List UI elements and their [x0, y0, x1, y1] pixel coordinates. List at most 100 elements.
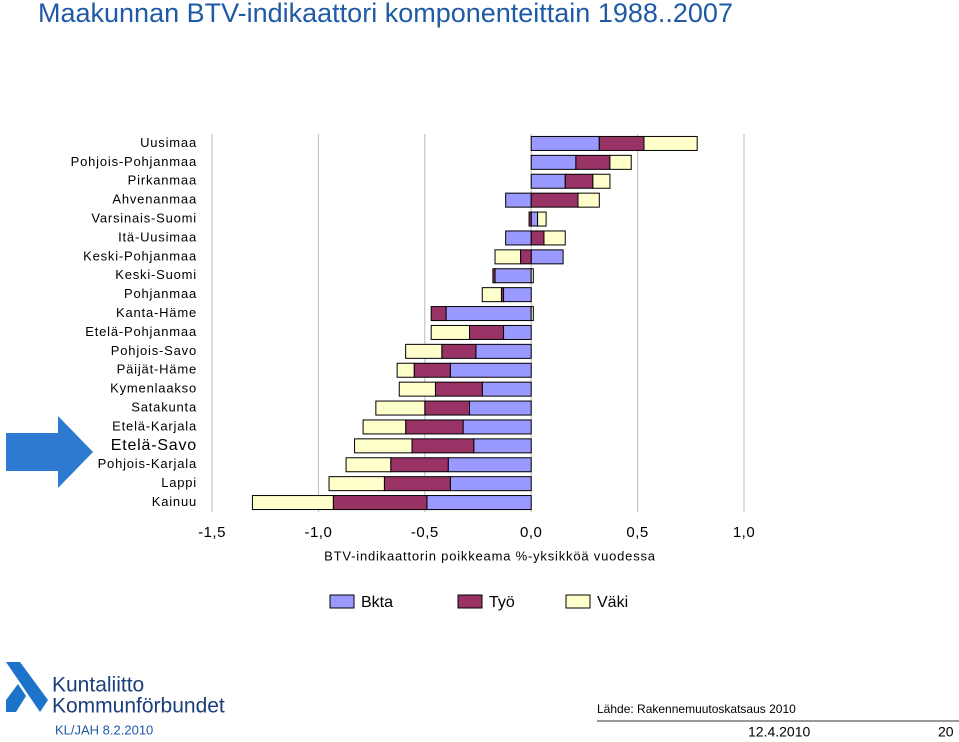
bar-segment — [362, 419, 407, 435]
bar-segment — [530, 306, 534, 322]
x-tick-label: 0,0 — [520, 524, 542, 541]
y-tick-label: Päijät-Häme — [117, 362, 197, 377]
y-tick-label: Kymenlaakso — [110, 381, 197, 396]
bar-segment — [564, 173, 594, 189]
bar-segment — [328, 476, 385, 492]
bar-segment — [592, 173, 611, 189]
y-tick-label: Pohjois-Savo — [111, 343, 197, 358]
bar-segment — [390, 457, 449, 473]
highlight-arrow — [6, 416, 93, 488]
bar-segment — [413, 362, 451, 378]
bar-segment — [494, 249, 522, 265]
bar-segment — [530, 135, 600, 151]
x-tick-label: 1,0 — [733, 524, 755, 541]
bar-segment — [354, 438, 413, 454]
footer-author: KL/JAH 8.2.2010 — [55, 722, 153, 737]
legend-swatch — [565, 594, 591, 609]
bar-segment — [473, 438, 532, 454]
bar-segment — [609, 154, 632, 170]
bar-segment — [520, 249, 532, 265]
bar-segment — [530, 211, 539, 227]
legend-swatch — [329, 594, 355, 609]
y-tick-label: Itä-Uusimaa — [118, 229, 197, 244]
x-tick-label: -1,0 — [304, 524, 332, 541]
y-tick-label: Etelä-Pohjanmaa — [85, 324, 197, 339]
bar-segment — [405, 343, 443, 359]
bar-segment — [643, 135, 698, 151]
bar-segment — [430, 306, 447, 322]
bar-segment — [251, 495, 334, 511]
logo-text: Kommunförbundet — [52, 695, 225, 718]
bar-segment — [396, 362, 415, 378]
bar-segment — [449, 476, 532, 492]
bar-segment — [530, 192, 579, 208]
bar-segment — [505, 230, 532, 246]
y-tick-label: Etelä-Karjala — [112, 418, 197, 433]
y-tick-label: Etelä-Savo — [111, 437, 197, 454]
y-tick-label: Keski-Suomi — [115, 267, 197, 282]
bar-segment — [530, 230, 545, 246]
slide-title: Maakunnan BTV-indikaattori komponenteitt… — [38, 0, 733, 28]
legend-label: Väki — [597, 594, 628, 611]
legend-label: Bkta — [361, 594, 393, 611]
y-tick-label: Keski-Pohjanmaa — [83, 248, 197, 263]
y-tick-label: Pohjois-Karjala — [98, 456, 197, 471]
legend-swatch — [457, 594, 483, 609]
legend-label: Työ — [489, 594, 515, 611]
bar-segment — [481, 287, 502, 303]
bar-segment — [530, 173, 566, 189]
footer-date: 12.4.2010 — [748, 724, 810, 740]
bar-segment — [375, 400, 426, 416]
bar-segment — [505, 192, 532, 208]
y-tick-label: Kanta-Häme — [116, 305, 197, 320]
bar-segment — [575, 154, 611, 170]
bar-segment — [449, 362, 532, 378]
bar-segment — [441, 343, 477, 359]
bar-segment — [405, 419, 464, 435]
bar-segment — [530, 249, 564, 265]
bar-segment — [411, 438, 475, 454]
bar-segment — [383, 476, 451, 492]
y-tick-label: Lappi — [161, 475, 197, 490]
bar-segment — [503, 287, 532, 303]
x-axis-title: BTV-indikaattorin poikkeama %-yksikköä v… — [324, 548, 656, 563]
x-tick-label: -0,5 — [411, 524, 439, 541]
bar-segment — [494, 268, 532, 284]
bar-segment — [447, 457, 532, 473]
bar-segment — [345, 457, 392, 473]
x-tick-label: -1,5 — [198, 524, 226, 541]
y-tick-label: Ahvenanmaa — [112, 192, 197, 207]
bar-segment — [445, 306, 532, 322]
bar-segment — [528, 211, 532, 227]
bar-segment — [530, 268, 534, 284]
y-tick-label: Varsinais-Suomi — [91, 210, 197, 225]
logo-text: Kuntaliitto — [52, 674, 144, 697]
bar-segment — [537, 211, 547, 227]
bar-segment — [424, 400, 470, 416]
y-tick-label: Kainuu — [152, 494, 197, 509]
bar-segment — [426, 495, 532, 511]
y-tick-label: Pirkanmaa — [128, 173, 197, 188]
bar-segment — [462, 419, 532, 435]
x-tick-label: 0,5 — [626, 524, 648, 541]
bar-segment — [543, 230, 566, 246]
bar-segment — [468, 400, 532, 416]
logo-mark — [6, 662, 48, 712]
bar-segment — [468, 324, 505, 340]
bar-segment — [577, 192, 600, 208]
bar-segment — [492, 268, 496, 284]
bar-segment — [481, 381, 532, 397]
bar-segment — [503, 324, 532, 340]
y-tick-label: Pohjois-Pohjanmaa — [71, 154, 197, 169]
bar-segment — [434, 381, 483, 397]
page-number: 20 — [938, 724, 954, 740]
bar-segment — [530, 154, 577, 170]
bar-segment — [332, 495, 428, 511]
bar-segment — [398, 381, 436, 397]
y-tick-label: Satakunta — [131, 399, 197, 414]
y-tick-label: Pohjanmaa — [124, 286, 197, 301]
bar-segment — [430, 324, 470, 340]
footer-source: Lähde: Rakennemuutoskatsaus 2010 — [597, 702, 796, 716]
logo-mark — [6, 684, 26, 712]
